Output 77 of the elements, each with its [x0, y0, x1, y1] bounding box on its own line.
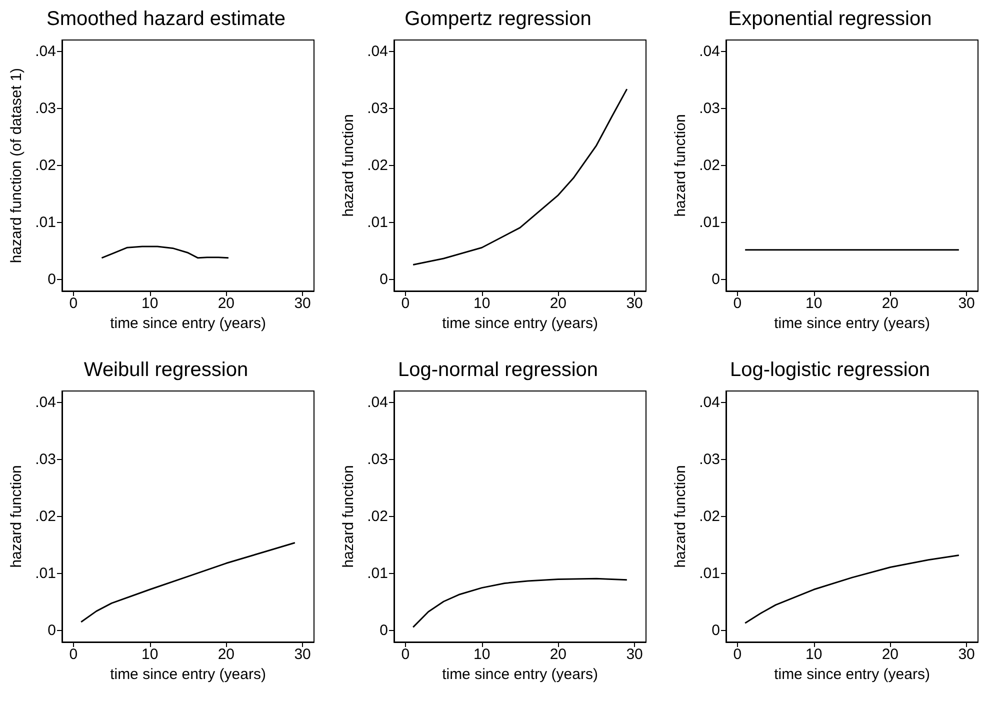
y-axis-title: hazard function: [672, 114, 690, 217]
chart-title: Exponential regression: [728, 8, 932, 30]
x-axis-title: time since entry (years): [774, 314, 930, 332]
y-tick-label: .03: [367, 100, 388, 117]
y-tick-label: .01: [367, 214, 388, 232]
y-tick-label: .01: [367, 565, 388, 582]
x-tick-label: 30: [958, 646, 975, 663]
x-axis-title: time since entry (years): [442, 314, 598, 332]
y-tick-label: .02: [699, 157, 720, 174]
y-tick-label: .02: [699, 508, 720, 525]
y-tick-label: .04: [367, 394, 388, 411]
y-tick-label: .02: [367, 508, 388, 525]
y-tick-label: .02: [367, 157, 388, 174]
y-tick-label: .03: [35, 450, 56, 468]
line-series: [100, 246, 230, 259]
x-tick-label: 0: [401, 295, 410, 312]
y-tick-label: .03: [699, 100, 720, 117]
line-series: [80, 542, 296, 623]
y-axis-title: hazard function (of dataset 1): [8, 68, 26, 264]
y-tick-label: 0: [48, 622, 56, 640]
y-tick-label: .01: [699, 214, 720, 232]
x-tick-label: 10: [473, 646, 490, 663]
x-tick-label: 20: [550, 646, 567, 663]
line-series: [744, 554, 960, 624]
y-tick-label: .01: [35, 214, 56, 232]
x-tick-label: 10: [141, 295, 158, 312]
y-tick-label: .03: [699, 450, 720, 468]
chart-title: Smoothed hazard estimate: [46, 8, 286, 30]
x-tick-label: 10: [805, 295, 822, 312]
y-tick-label: 0: [712, 622, 720, 640]
x-tick-label: 0: [69, 646, 78, 663]
y-tick-label: .02: [35, 157, 56, 174]
y-tick-label: .04: [367, 42, 388, 60]
x-axis-title: time since entry (years): [774, 666, 930, 683]
y-tick-label: .03: [35, 100, 56, 117]
x-tick-label: 20: [550, 295, 567, 312]
x-tick-label: 0: [733, 295, 742, 312]
x-tick-label: 20: [218, 646, 235, 663]
y-axis-title: hazard function: [340, 465, 358, 568]
x-tick-label: 30: [626, 646, 643, 663]
x-axis-title: time since entry (years): [442, 666, 598, 683]
line-series: [412, 578, 628, 628]
chart-title: Weibull regression: [84, 359, 248, 381]
x-tick-label: 20: [882, 295, 899, 312]
y-tick-label: .01: [35, 565, 56, 582]
y-tick-label: .03: [367, 450, 388, 468]
x-tick-label: 10: [473, 295, 490, 312]
chart-title: Gompertz regression: [404, 8, 592, 30]
x-tick-label: 30: [294, 295, 311, 312]
x-axis-title: time since entry (years): [110, 314, 266, 332]
x-tick-label: 20: [882, 646, 899, 663]
x-axis-title: time since entry (years): [110, 666, 266, 683]
x-tick-label: 0: [733, 646, 742, 663]
x-tick-label: 30: [294, 646, 311, 663]
y-tick-label: 0: [380, 622, 388, 640]
y-tick-label: 0: [712, 271, 720, 288]
y-tick-label: .01: [699, 565, 720, 582]
y-axis-title: hazard function: [8, 465, 26, 568]
y-tick-label: .04: [699, 42, 720, 60]
line-series: [412, 88, 628, 266]
x-tick-label: 20: [218, 295, 235, 312]
y-tick-label: 0: [48, 271, 56, 288]
x-tick-label: 0: [69, 295, 78, 312]
y-tick-label: .04: [35, 42, 56, 60]
y-tick-label: .02: [35, 508, 56, 525]
x-tick-label: 10: [805, 646, 822, 663]
chart-title: Log-normal regression: [398, 359, 598, 381]
x-tick-label: 30: [958, 295, 975, 312]
y-tick-label: .04: [699, 394, 720, 411]
y-tick-label: 0: [380, 271, 388, 288]
y-axis-title: hazard function: [672, 465, 690, 568]
y-tick-label: .04: [35, 394, 56, 411]
chart-title: Log-logistic regression: [730, 359, 930, 381]
y-axis-title: hazard function: [340, 114, 358, 217]
x-tick-label: 30: [626, 295, 643, 312]
x-tick-label: 0: [401, 646, 410, 663]
x-tick-label: 10: [141, 646, 158, 663]
